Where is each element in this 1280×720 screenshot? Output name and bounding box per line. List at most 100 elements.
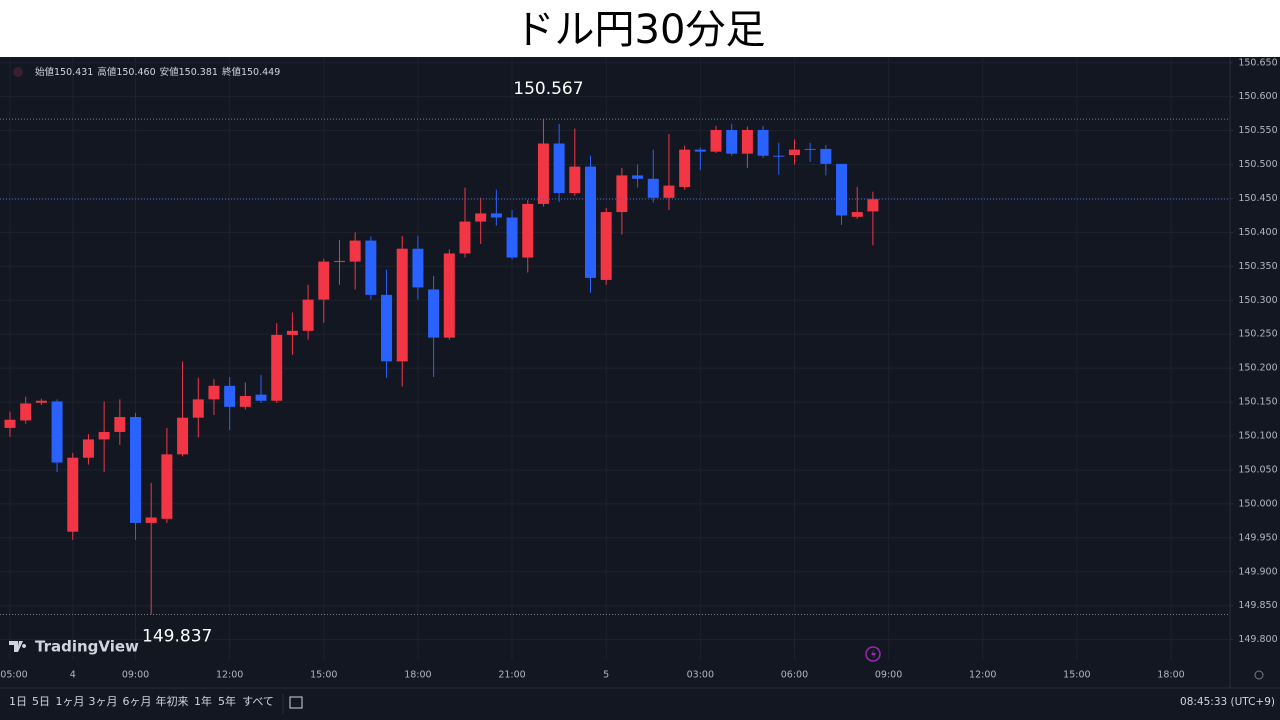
x-tick-label: 06:00	[781, 670, 808, 681]
title-area	[0, 0, 1280, 57]
candle-body	[459, 221, 471, 254]
range-button[interactable]: 5日	[32, 695, 50, 708]
candle-body	[506, 217, 518, 258]
y-tick-label: 150.450	[1238, 193, 1277, 204]
y-tick-label: 150.250	[1238, 329, 1277, 340]
range-button[interactable]: 1ヶ月	[56, 695, 85, 708]
candle-body	[788, 149, 800, 156]
legend-value: 150.460	[116, 67, 155, 78]
candle-body	[804, 148, 816, 150]
settings-icon[interactable]	[1254, 670, 1264, 680]
candle-body	[255, 394, 267, 401]
logo-mark	[9, 641, 27, 652]
range-button[interactable]: 1日	[9, 695, 27, 708]
candle-body	[114, 417, 126, 432]
y-tick-label: 149.850	[1238, 600, 1277, 611]
candle-body	[302, 299, 314, 331]
candle-body	[161, 454, 173, 519]
x-tick-label: 05:00	[0, 670, 27, 681]
candle-body	[271, 334, 283, 401]
candle-body	[82, 439, 94, 458]
range-button[interactable]: 5年	[218, 694, 236, 708]
candle-body	[710, 129, 722, 152]
candle-body	[443, 253, 455, 338]
candle-body	[616, 175, 628, 213]
clock: 08:45:33 (UTC+9)	[1180, 696, 1275, 708]
legend-label: 終値	[222, 66, 242, 78]
candle-body	[20, 403, 32, 421]
candle-body	[208, 385, 220, 400]
legend-label: 高値	[97, 66, 117, 78]
candle-body	[647, 178, 659, 198]
calendar-icon[interactable]	[289, 696, 303, 709]
alert-circle[interactable]	[865, 646, 881, 662]
candle-body	[836, 163, 848, 216]
candle-body	[98, 431, 110, 440]
range-button[interactable]: 3ヶ月	[89, 695, 118, 708]
y-tick-label: 150.050	[1238, 464, 1277, 475]
x-tick-label: 09:00	[122, 670, 149, 681]
candle-body	[757, 129, 769, 156]
range-button[interactable]: 1年	[194, 694, 212, 708]
symbol-icon[interactable]	[13, 67, 23, 77]
y-tick-label: 150.400	[1238, 227, 1277, 238]
candle-body	[4, 419, 16, 428]
candle-body	[286, 330, 298, 335]
candle-body	[35, 400, 47, 403]
x-tick-label: 18:00	[404, 670, 431, 681]
candle-body	[130, 417, 142, 523]
legend-value: 150.449	[241, 67, 280, 78]
candle-body	[679, 149, 691, 187]
candle-body	[867, 199, 879, 212]
candle-body	[239, 395, 251, 407]
y-tick-label: 150.150	[1238, 397, 1277, 408]
calendar-box[interactable]	[289, 696, 303, 709]
candle-body	[585, 166, 596, 278]
candle-body	[318, 261, 330, 300]
candle-body	[67, 457, 79, 532]
legend-label: 始値	[35, 66, 55, 78]
candles	[4, 119, 879, 615]
alert-bolt[interactable]	[871, 649, 876, 659]
candle-body	[522, 203, 534, 258]
range-button[interactable]: 6ヶ月	[123, 695, 152, 708]
x-tick-label: 15:00	[1063, 670, 1090, 681]
candle-body	[51, 401, 63, 463]
y-tick-label: 150.550	[1238, 125, 1277, 136]
range-button[interactable]: すべて	[242, 695, 274, 708]
candle-body	[694, 149, 706, 152]
x-tick-label: 12:00	[216, 670, 243, 681]
alert-icon[interactable]	[865, 646, 881, 662]
x-tick-label: 5	[603, 670, 609, 681]
candle-body	[741, 129, 753, 154]
overlay: 150.567 149.837	[0, 79, 1230, 647]
candle-body	[412, 248, 424, 288]
y-tick-label: 150.600	[1238, 91, 1277, 102]
candle-body	[851, 212, 863, 217]
candle-body	[396, 248, 408, 362]
candle-body	[537, 143, 549, 204]
x-tick-label: 03:00	[687, 670, 714, 681]
candle-body	[381, 294, 393, 362]
y-tick-label: 149.900	[1238, 566, 1277, 577]
logo	[9, 641, 27, 652]
range-button[interactable]: 年初来	[156, 694, 189, 708]
annotation-label: 150.567	[513, 79, 583, 99]
candle-body	[475, 213, 487, 222]
ohlc-legend: 始値150.431 高値150.460 安値150.381 終値150.449	[35, 66, 280, 78]
candle-body	[632, 175, 644, 179]
chart-background	[0, 57, 1280, 720]
candle-body	[553, 143, 565, 194]
candle-body	[726, 129, 738, 154]
candle-body	[177, 417, 189, 455]
x-tick-label: 4	[70, 670, 76, 681]
candle-body	[365, 240, 377, 295]
x-tick-label: 09:00	[875, 670, 902, 681]
y-tick-label: 150.650	[1238, 57, 1277, 68]
candle-body	[333, 260, 345, 262]
y-tick-label: 149.950	[1238, 532, 1277, 543]
x-tick-label: 15:00	[310, 670, 337, 681]
